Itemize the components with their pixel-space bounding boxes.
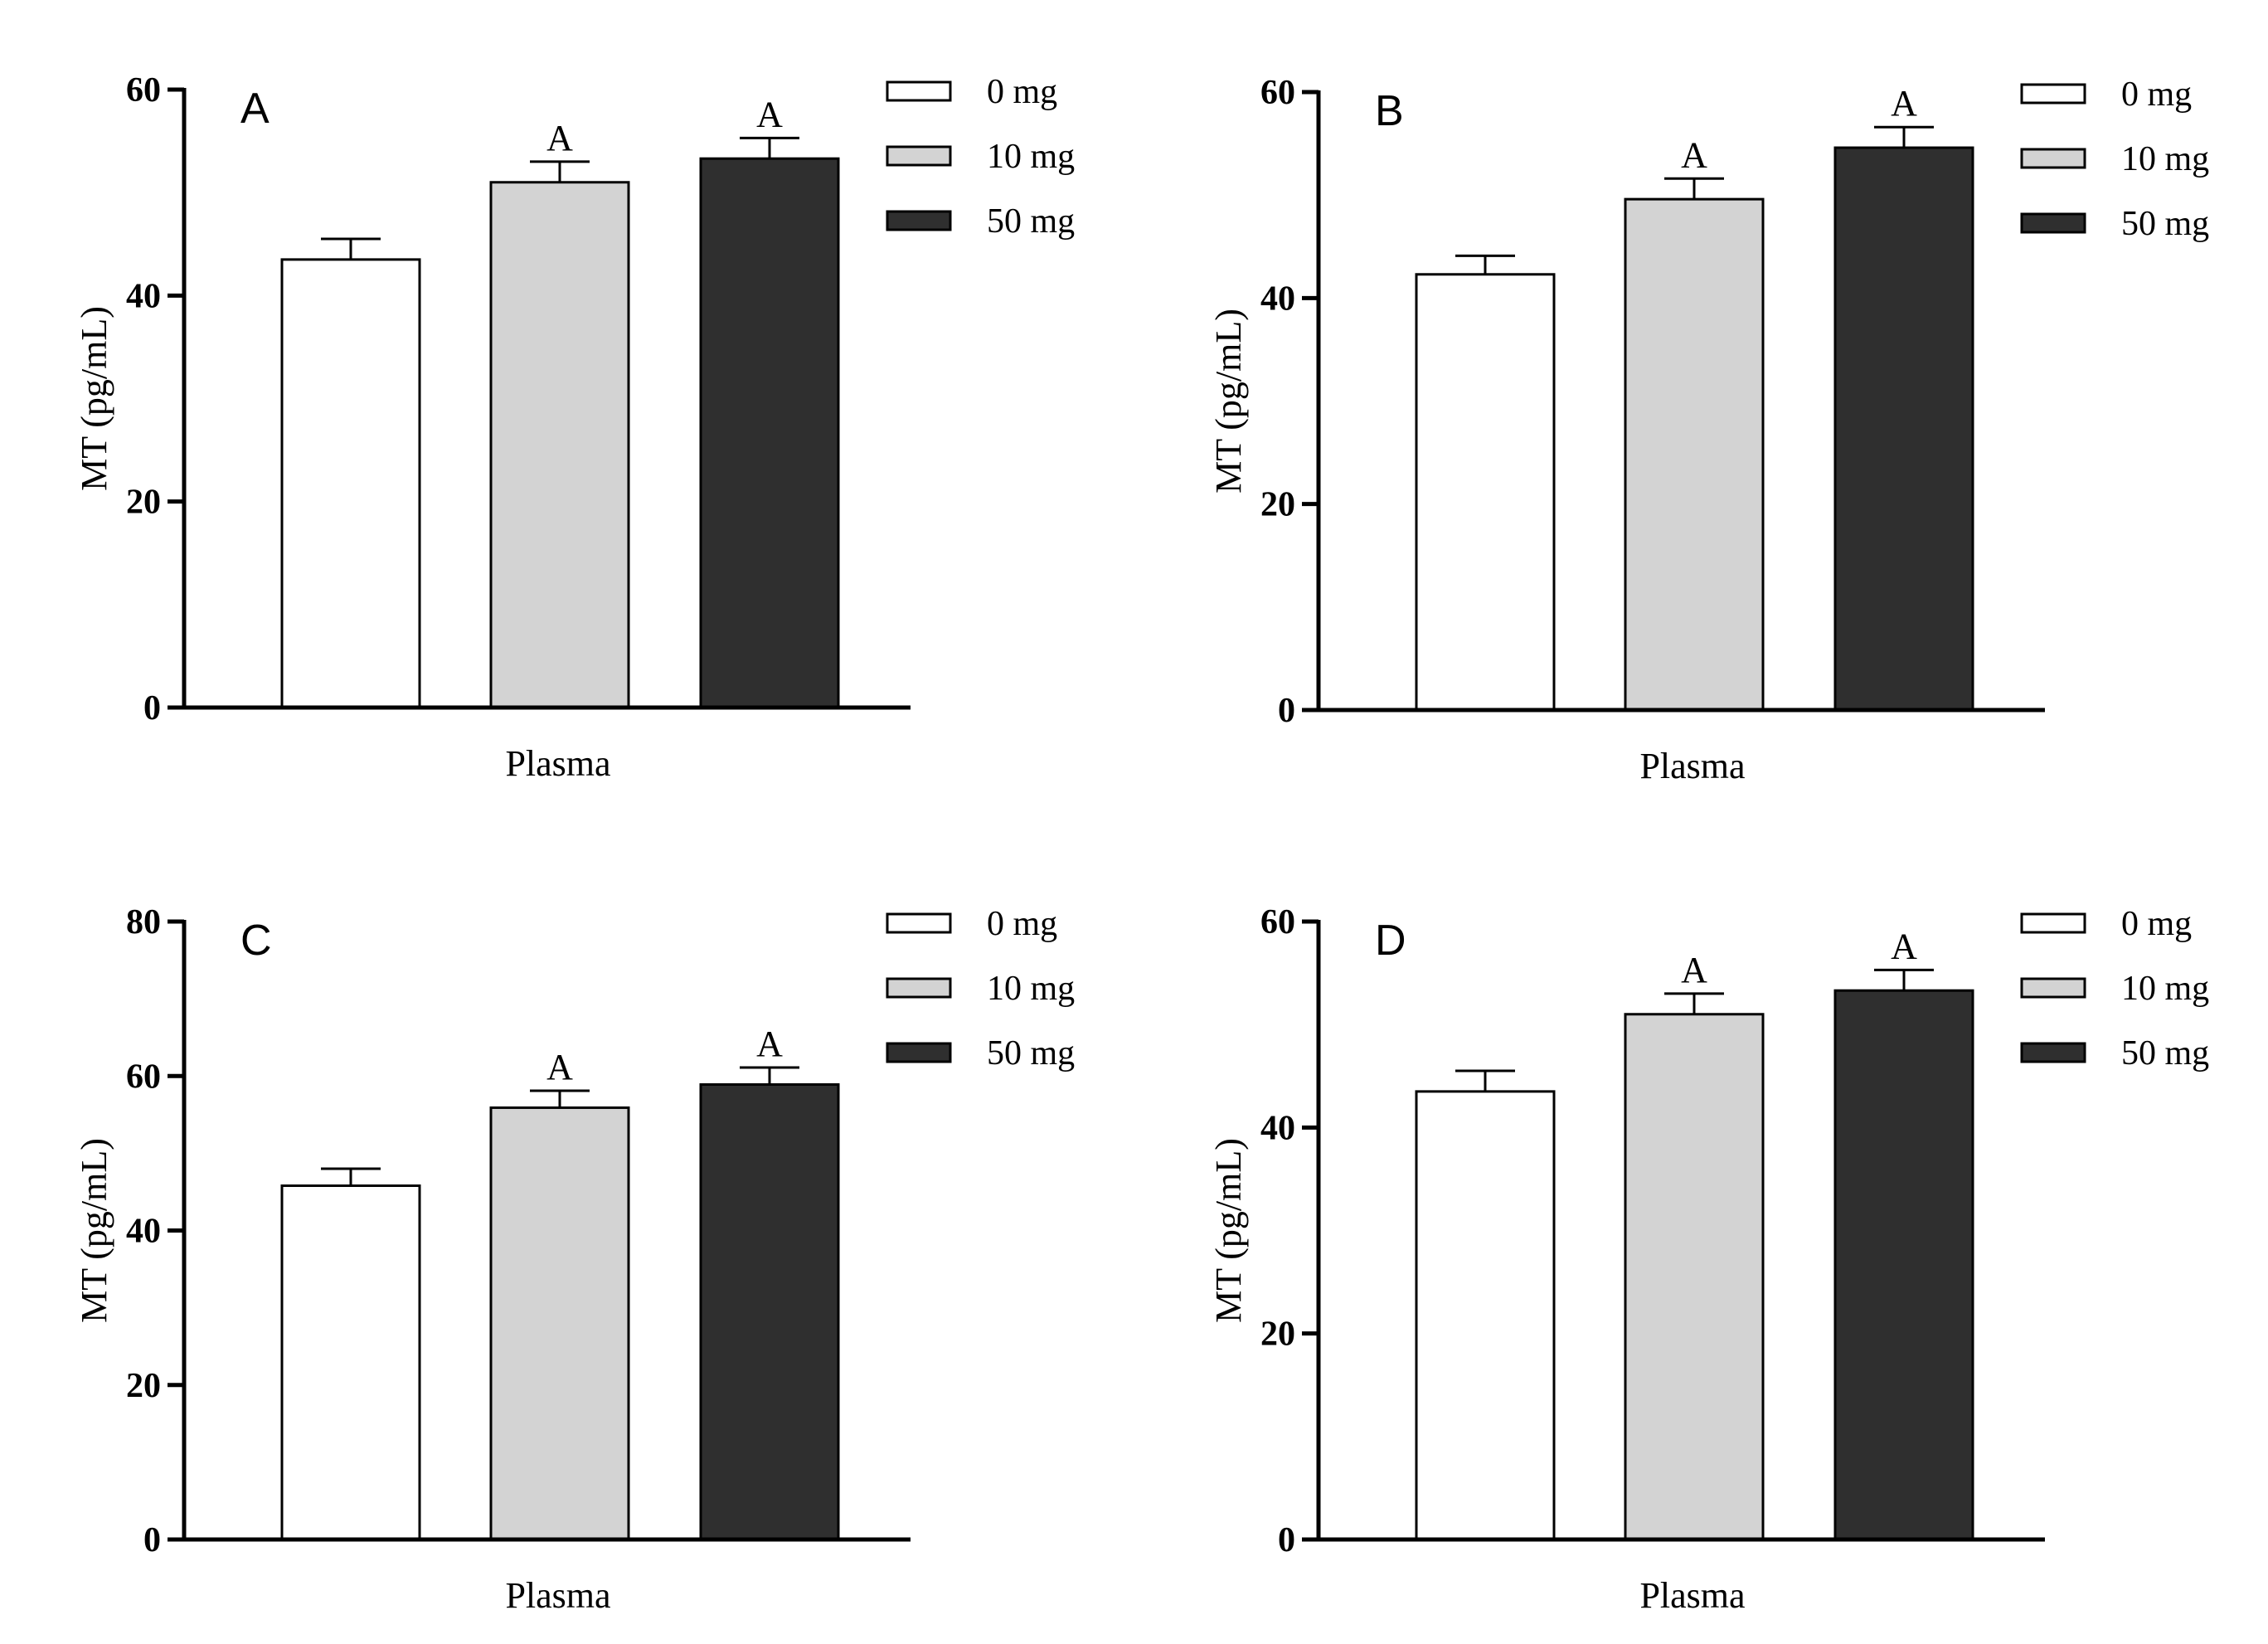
x-axis-label: Plasma xyxy=(505,743,610,784)
y-tick-label: 80 xyxy=(126,903,161,941)
chart-panel-c: A A 0 20 40 60 80 C MT (pg/mL) Plasma 0 mg 10 mg 50 … xyxy=(74,903,1075,1616)
legend-swatch xyxy=(886,80,952,102)
y-tick-label: 0 xyxy=(1278,692,1295,730)
legend-swatch xyxy=(886,210,952,231)
legend-entry: 10 mg xyxy=(2121,970,2209,1008)
y-tick-label: 40 xyxy=(1260,1109,1295,1147)
y-tick-label: 60 xyxy=(1260,903,1295,941)
legend-swatch xyxy=(886,912,952,934)
legend-entry: 50 mg xyxy=(2121,1034,2209,1072)
x-axis-label: Plasma xyxy=(505,1575,610,1616)
y-tick-label: 40 xyxy=(126,1213,161,1251)
y-axis-label: MT (pg/mL) xyxy=(1208,1138,1249,1323)
panel-letter: B xyxy=(1375,87,1404,135)
legend-swatch xyxy=(2020,148,2086,169)
legend-swatch xyxy=(886,1042,952,1063)
legend-entry: 10 mg xyxy=(2121,140,2209,178)
y-tick-label: 40 xyxy=(1260,280,1295,318)
panel-letter: C xyxy=(240,917,272,965)
legend-entry: 0 mg xyxy=(987,905,1057,943)
legend-entry: 0 mg xyxy=(987,73,1057,111)
legend: 0 mg 10 mg 50 mg xyxy=(2020,75,2209,243)
y-tick-label: 60 xyxy=(1260,74,1295,112)
y-axis-label: MT (pg/mL) xyxy=(74,306,114,491)
significance-label: A xyxy=(1891,926,1917,966)
x-axis-label: Plasma xyxy=(1639,1575,1745,1616)
chart-panel-b: A A 0 20 40 60 B MT (pg/mL) Plasma 0 mg 10 mg 50 mg xyxy=(1208,74,2209,786)
legend-entry: 50 mg xyxy=(2121,205,2209,243)
y-tick-label: 0 xyxy=(143,689,161,727)
y-tick-label: 20 xyxy=(126,484,161,522)
bar-10-mg xyxy=(489,1106,630,1541)
legend-entry: 10 mg xyxy=(987,970,1075,1008)
legend-swatch xyxy=(886,977,952,999)
legend-swatch xyxy=(886,145,952,167)
legend-entry: 50 mg xyxy=(987,1034,1075,1072)
legend: 0 mg 10 mg 50 mg xyxy=(2020,905,2209,1072)
panel-letter: A xyxy=(240,85,270,133)
bar-0-mg xyxy=(1415,1090,1556,1541)
y-tick-label: 20 xyxy=(1260,1316,1295,1354)
legend-entry: 10 mg xyxy=(987,138,1075,176)
legend-swatch xyxy=(2020,212,2086,234)
significance-label: A xyxy=(1891,83,1917,124)
legend: 0 mg 10 mg 50 mg xyxy=(886,73,1075,241)
y-tick-label: 0 xyxy=(143,1521,161,1559)
legend-entry: 50 mg xyxy=(987,202,1075,241)
legend-swatch xyxy=(2020,83,2086,105)
y-tick-label: 60 xyxy=(126,71,161,109)
significance-label: A xyxy=(546,1047,573,1087)
y-axis-label: MT (pg/mL) xyxy=(74,1138,114,1323)
bar-10-mg xyxy=(489,181,630,709)
chart-panel-a: A A 0 20 40 60 A MT (pg/mL) Plasma 0 mg 10 mg 50 mg xyxy=(74,71,1075,784)
y-tick-label: 20 xyxy=(126,1367,161,1405)
bar-50-mg xyxy=(699,1082,840,1541)
legend-swatch xyxy=(2020,912,2086,934)
chart-panel-d: A A 0 20 40 60 D MT (pg/mL) Plasma 0 mg 10 mg 50 mg xyxy=(1208,903,2209,1616)
bar-50-mg xyxy=(1833,146,1974,712)
x-axis-label: Plasma xyxy=(1639,746,1745,786)
bar-0-mg xyxy=(280,1184,421,1541)
legend-entry: 0 mg xyxy=(2121,905,2192,943)
bar-0-mg xyxy=(280,258,421,709)
legend: 0 mg 10 mg 50 mg xyxy=(886,905,1075,1072)
bar-10-mg xyxy=(1624,1013,1765,1541)
significance-label: A xyxy=(756,94,783,134)
y-tick-label: 60 xyxy=(126,1058,161,1096)
bar-50-mg xyxy=(1833,989,1974,1541)
legend-swatch xyxy=(2020,977,2086,999)
bar-10-mg xyxy=(1624,197,1765,712)
legend-entry: 0 mg xyxy=(2121,75,2192,114)
bar-50-mg xyxy=(699,157,840,709)
legend-swatch xyxy=(2020,1042,2086,1063)
significance-label: A xyxy=(756,1024,783,1064)
significance-label: A xyxy=(546,118,573,158)
y-tick-label: 20 xyxy=(1260,486,1295,524)
y-tick-label: 0 xyxy=(1278,1521,1295,1559)
y-axis-label: MT (pg/mL) xyxy=(1208,309,1249,494)
significance-label: A xyxy=(1681,950,1707,990)
panel-letter: D xyxy=(1375,917,1406,965)
y-tick-label: 40 xyxy=(126,277,161,315)
significance-label: A xyxy=(1681,134,1707,175)
bar-0-mg xyxy=(1415,273,1556,712)
